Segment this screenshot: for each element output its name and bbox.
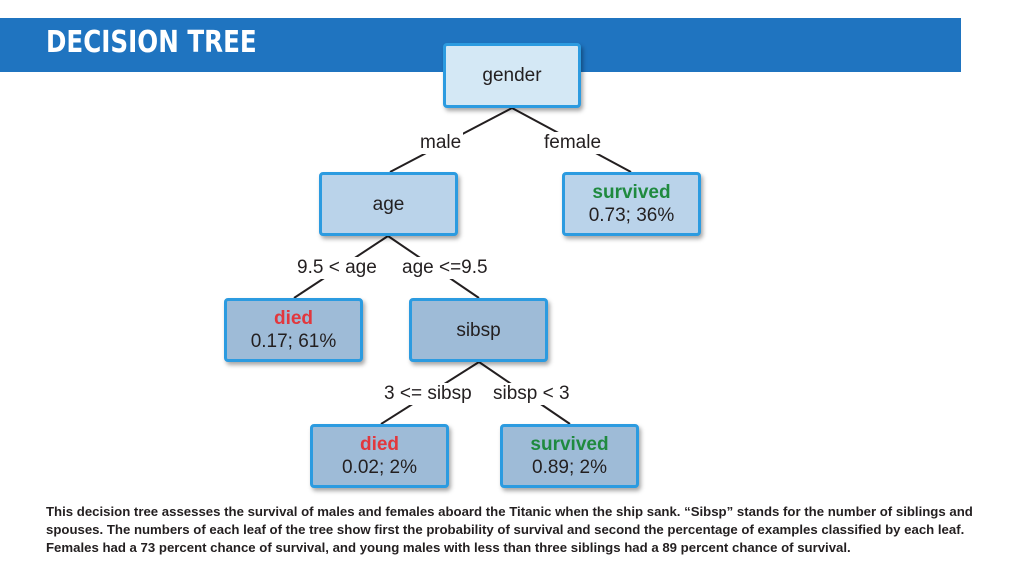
edge-label-female: female [542,132,604,154]
page-title: DECISION TREE [46,25,257,60]
node-sibsp: sibsp [409,298,548,362]
leaf-verdict: survived [592,182,671,203]
leaf-young-died: died 0.17; 61% [224,298,363,362]
edge-label-male: male [418,132,464,154]
leaf-stats: 0.02; 2% [342,457,417,478]
node-gender: gender [443,43,581,108]
node-age-label: age [372,193,405,215]
leaf-female-survived: survived 0.73; 36% [562,172,701,236]
edge-label-sib-ge: 3 <= sibsp [382,383,474,405]
leaf-stats: 0.73; 36% [588,205,675,226]
edge-label-age-le: age <=9.5 [400,257,490,279]
node-age: age [319,172,458,236]
leaf-verdict: died [273,308,314,329]
leaf-few-sibsp-survived: survived 0.89; 2% [500,424,639,488]
node-sibsp-label: sibsp [456,319,501,341]
leaf-verdict: survived [530,434,609,455]
edge-label-age-gt: 9.5 < age [295,257,379,279]
leaf-verdict: died [359,434,400,455]
node-gender-label: gender [482,65,542,86]
figure-caption: This decision tree assesses the survival… [46,504,973,555]
leaf-many-sibsp-died: died 0.02; 2% [310,424,449,488]
leaf-stats: 0.89; 2% [532,457,607,478]
edge-label-sib-lt: sibsp < 3 [491,383,572,405]
leaf-stats: 0.17; 61% [250,331,337,352]
